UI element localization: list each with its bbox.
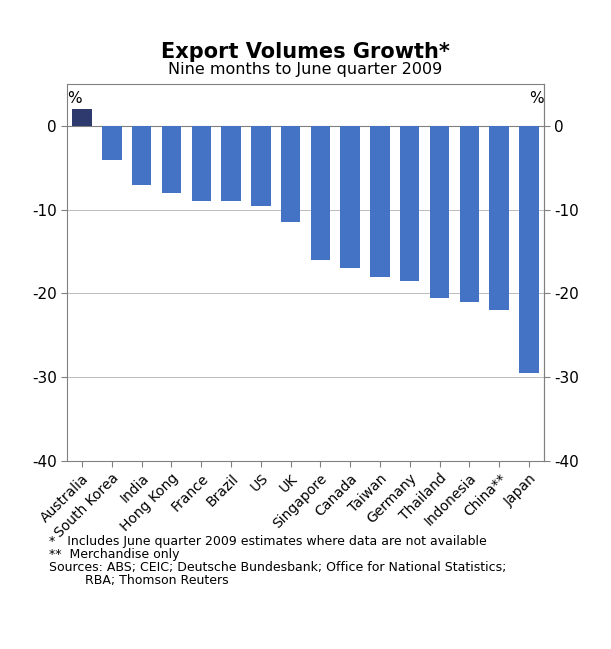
Bar (519, 126, 538, 373)
Bar (73, 110, 92, 126)
Bar (162, 126, 181, 193)
Bar (430, 126, 449, 298)
Bar (340, 126, 360, 269)
Bar (489, 126, 509, 310)
Bar (311, 126, 330, 260)
Bar (221, 126, 241, 201)
Bar (192, 126, 211, 201)
Text: **  Merchandise only: ** Merchandise only (49, 548, 180, 561)
Text: Sources: ABS; CEIC; Deutsche Bundesbank; Office for National Statistics;: Sources: ABS; CEIC; Deutsche Bundesbank;… (49, 561, 507, 574)
Bar (459, 126, 479, 302)
Text: *   Includes June quarter 2009 estimates where data are not available: * Includes June quarter 2009 estimates w… (49, 535, 486, 548)
Text: Nine months to June quarter 2009: Nine months to June quarter 2009 (169, 62, 442, 77)
Bar (281, 126, 300, 223)
Bar (400, 126, 419, 281)
Bar (370, 126, 390, 276)
Text: %: % (67, 91, 82, 106)
Text: RBA; Thomson Reuters: RBA; Thomson Reuters (49, 574, 229, 587)
Bar (251, 126, 271, 206)
Text: %: % (529, 91, 544, 106)
Text: Export Volumes Growth*: Export Volumes Growth* (161, 42, 450, 62)
Bar (132, 126, 152, 185)
Bar (102, 126, 122, 160)
